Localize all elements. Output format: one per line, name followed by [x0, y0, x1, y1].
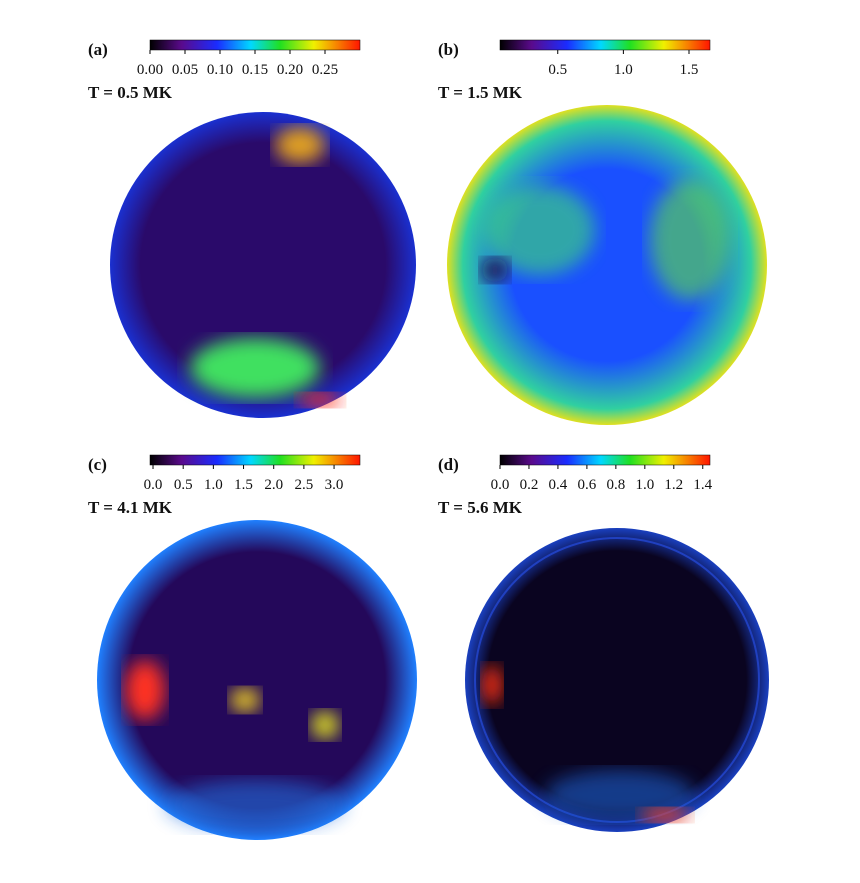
colorbar-tick-label: 0.8	[606, 477, 625, 493]
colorbar-tick-label: 1.4	[693, 477, 712, 493]
colorbar	[499, 39, 711, 51]
panel-label: (a)	[88, 40, 108, 59]
colorbar	[149, 39, 361, 51]
colorbar-tick-label: 0.6	[578, 477, 597, 493]
disk-c	[97, 520, 417, 840]
panel-label: (d)	[438, 455, 459, 474]
colorbar-tick-label: 2.5	[295, 477, 314, 493]
colorbar-tick-label: 0.25	[312, 62, 338, 78]
colorbar-tick-label: 0.10	[207, 62, 233, 78]
panel-label: (c)	[88, 455, 107, 474]
colorbar-tick-label: 0.2	[520, 477, 539, 493]
colorbar-tick-label: 0.0	[491, 477, 510, 493]
colorbar	[149, 454, 361, 466]
colorbar-tick-label: 2.0	[264, 477, 283, 493]
colorbar-tick-label: 0.5	[548, 62, 567, 78]
colorbar-tick-label: 1.0	[204, 477, 223, 493]
colorbar-tick-label: 1.0	[635, 477, 654, 493]
colorbar-tick-label: 1.0	[614, 62, 633, 78]
colorbar-tick-label: 0.15	[242, 62, 268, 78]
colorbar-tick-label: 1.2	[664, 477, 683, 493]
colorbar	[499, 454, 711, 466]
colorbar-tick-label: 0.20	[277, 62, 303, 78]
colorbar-tick-label: 0.0	[144, 477, 163, 493]
colorbar-tick-label: 1.5	[234, 477, 253, 493]
panel-title: T = 4.1 MK	[88, 498, 173, 517]
panel-label: (b)	[438, 40, 459, 59]
colorbar-tick-label: 1.5	[680, 62, 699, 78]
panel-title: T = 0.5 MK	[88, 83, 173, 102]
colorbar-tick-label: 3.0	[325, 477, 344, 493]
colorbar-tick-label: 0.5	[174, 477, 193, 493]
disk-b	[447, 105, 767, 425]
disk-d	[465, 528, 769, 832]
panel-title: T = 5.6 MK	[438, 498, 523, 517]
colorbar-tick-label: 0.00	[137, 62, 163, 78]
panel-title: T = 1.5 MK	[438, 83, 523, 102]
colorbar-tick-label: 0.05	[172, 62, 198, 78]
disk-a	[110, 112, 416, 418]
colorbar-tick-label: 0.4	[549, 477, 568, 493]
